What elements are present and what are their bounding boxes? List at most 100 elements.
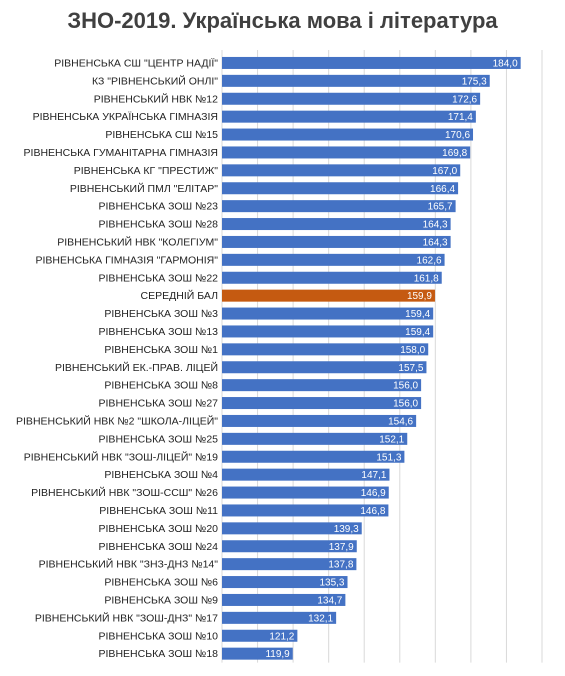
data-label: 146,9 — [361, 488, 386, 499]
category-label: РІВНЕНСЬКИЙ НВК "ЗОШ-ЛІЦЕЙ" №19 — [24, 450, 218, 463]
bar — [222, 164, 461, 177]
bar — [222, 110, 476, 123]
category-label: РІВНЕНСЬКА ЗОШ №8 — [104, 380, 218, 392]
bar — [222, 593, 346, 606]
category-label: РІВНЕНСЬКА ЗОШ №22 — [99, 272, 219, 284]
data-label: 164,3 — [423, 237, 448, 248]
bar — [222, 271, 442, 284]
category-label: РІВНЕНСЬКИЙ НВК "ЗОШ-ССШ" №26 — [31, 486, 218, 499]
bar — [222, 289, 435, 302]
data-label: 156,0 — [393, 399, 418, 410]
data-label: 121,2 — [269, 631, 294, 642]
category-label: РІВНЕНСЬКИЙ НВК "ЗОШ-ДНЗ" №17 — [35, 611, 218, 624]
bar — [222, 182, 459, 195]
data-label: 169,8 — [442, 148, 467, 159]
bar — [222, 468, 390, 481]
bar — [222, 647, 293, 660]
data-label: 152,1 — [379, 434, 404, 445]
bar — [222, 629, 298, 642]
data-label: 158,0 — [400, 345, 425, 356]
data-label: 137,8 — [328, 560, 353, 571]
bar — [222, 56, 521, 69]
data-label: 146,8 — [360, 506, 385, 517]
category-label: РІВНЕНСЬКА КГ "ПРЕСТИЖ" — [74, 165, 218, 177]
data-label: 135,3 — [319, 578, 344, 589]
data-label: 139,3 — [334, 524, 359, 535]
bar — [222, 414, 417, 427]
category-label: РІВНЕНСЬКА ЗОШ №23 — [99, 201, 219, 213]
chart-title: ЗНО-2019. Українська мова і література — [67, 8, 498, 33]
bar — [222, 74, 490, 87]
bar — [222, 540, 357, 553]
bar — [222, 325, 434, 338]
category-label: РІВНЕНСЬКИЙ НВК №12 — [94, 92, 218, 105]
category-label: РІВНЕНСЬКА ЗОШ №4 — [104, 469, 218, 481]
bar — [222, 611, 337, 624]
bar — [222, 486, 389, 499]
category-label: РІВНЕНСЬКА ЗОШ №6 — [104, 577, 218, 589]
category-label: РІВНЕНСЬКА ЗОШ №3 — [104, 308, 218, 320]
data-label: 164,3 — [423, 220, 448, 231]
data-label: 157,5 — [398, 363, 423, 374]
category-label: РІВНЕНСЬКИЙ ПМЛ "ЕЛІТАР" — [70, 182, 218, 195]
data-label: 147,1 — [361, 470, 386, 481]
category-label: РІВНЕНСЬКА ГУМАНІТАРНА ГІМНАЗІЯ — [24, 147, 218, 159]
bar — [222, 218, 451, 231]
category-label: РІВНЕНСЬКА СШ №15 — [105, 129, 218, 141]
bar — [222, 576, 348, 589]
data-label: 166,4 — [430, 184, 455, 195]
category-label: РІВНЕНСЬКА ЗОШ №11 — [99, 505, 218, 517]
category-label: РІВНЕНСЬКИЙ НВК "КОЛЕГІУМ" — [57, 235, 218, 248]
bar — [222, 307, 434, 320]
bar — [222, 235, 451, 248]
data-label: 159,9 — [407, 291, 432, 302]
data-label: 119,9 — [265, 649, 290, 660]
bar — [222, 397, 422, 410]
bar — [222, 522, 362, 535]
category-label: РІВНЕНСЬКА УКРАЇНСЬКА ГІМНАЗІЯ — [33, 111, 218, 123]
bar — [222, 146, 471, 159]
category-label: РІВНЕНСЬКА ЗОШ №25 — [99, 433, 219, 445]
category-label: РІВНЕНСЬКИЙ ЕК.-ПРАВ. ЛІЦЕЙ — [55, 361, 218, 374]
bar — [222, 558, 357, 571]
data-label: 151,3 — [376, 452, 401, 463]
data-label: 162,6 — [417, 255, 442, 266]
category-label: РІВНЕНСЬКА ГІМНАЗІЯ "ГАРМОНІЯ" — [35, 254, 218, 266]
data-label: 175,3 — [462, 76, 487, 87]
category-label: РІВНЕНСЬКА ЗОШ №18 — [99, 648, 219, 660]
data-label: 161,8 — [414, 273, 439, 284]
category-label: РІВНЕНСЬКА ЗОШ №10 — [99, 630, 219, 642]
category-label: РІВНЕНСЬКА ЗОШ №24 — [99, 541, 219, 553]
category-label: РІВНЕНСЬКИЙ НВК №2 "ШКОЛА-ЛІЦЕЙ" — [16, 414, 218, 427]
data-label: 137,9 — [329, 542, 354, 553]
data-label: 134,7 — [317, 595, 342, 606]
bar — [222, 253, 445, 266]
bar — [222, 450, 405, 463]
category-label: СЕРЕДНІЙ БАЛ — [141, 289, 219, 302]
bar — [222, 128, 474, 141]
bar — [222, 200, 456, 213]
data-label: 170,6 — [445, 130, 470, 141]
category-label: РІВНЕНСЬКА ЗОШ №1 — [104, 344, 218, 356]
category-label: РІВНЕНСЬКА ЗОШ №20 — [99, 523, 219, 535]
data-label: 159,4 — [405, 327, 430, 338]
category-label: РІВНЕНСЬКИЙ НВК "ЗНЗ-ДНЗ №14" — [39, 558, 219, 571]
data-label: 159,4 — [405, 309, 430, 320]
data-label: 132,1 — [308, 613, 333, 624]
bar — [222, 379, 422, 392]
bar — [222, 343, 429, 356]
data-label: 171,4 — [448, 112, 473, 123]
category-label: РІВНЕНСЬКА СШ "ЦЕНТР НАДІЇ" — [54, 57, 218, 69]
data-label: 165,7 — [428, 202, 453, 213]
bar — [222, 504, 389, 517]
category-label: РІВНЕНСЬКА ЗОШ №9 — [104, 594, 218, 606]
bar — [222, 432, 408, 445]
data-label: 184,0 — [493, 58, 518, 69]
category-label: РІВНЕНСЬКА ЗОШ №28 — [99, 219, 219, 231]
category-label: КЗ "РІВНЕНСЬКИЙ ОНЛІ" — [92, 74, 218, 87]
data-label: 156,0 — [393, 381, 418, 392]
bar — [222, 361, 427, 374]
data-label: 172,6 — [452, 94, 477, 105]
category-label: РІВНЕНСЬКА ЗОШ №27 — [99, 398, 219, 410]
